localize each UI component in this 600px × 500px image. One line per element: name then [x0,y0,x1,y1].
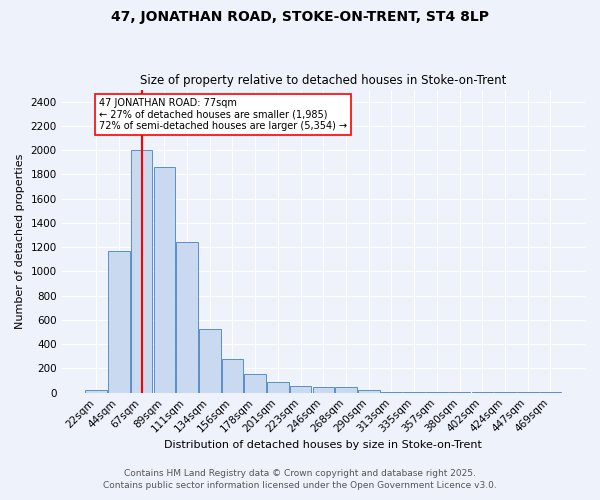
Bar [154,167,175,392]
Bar [358,390,380,392]
Text: 47 JONATHAN ROAD: 77sqm
← 27% of detached houses are smaller (1,985)
72% of semi: 47 JONATHAN ROAD: 77sqm ← 27% of detache… [98,98,347,131]
Bar [313,388,334,392]
X-axis label: Distribution of detached houses by size in Stoke-on-Trent: Distribution of detached houses by size … [164,440,482,450]
Bar [108,251,130,392]
Text: 47, JONATHAN ROAD, STOKE-ON-TRENT, ST4 8LP: 47, JONATHAN ROAD, STOKE-ON-TRENT, ST4 8… [111,10,489,24]
Bar [290,386,311,392]
Bar [85,390,107,392]
Bar [335,388,357,392]
Text: Contains HM Land Registry data © Crown copyright and database right 2025.
Contai: Contains HM Land Registry data © Crown c… [103,468,497,490]
Y-axis label: Number of detached properties: Number of detached properties [15,154,25,329]
Bar [222,360,243,392]
Bar [199,329,221,392]
Bar [131,150,152,392]
Title: Size of property relative to detached houses in Stoke-on-Trent: Size of property relative to detached ho… [140,74,506,87]
Bar [244,374,266,392]
Bar [267,382,289,392]
Bar [176,242,198,392]
